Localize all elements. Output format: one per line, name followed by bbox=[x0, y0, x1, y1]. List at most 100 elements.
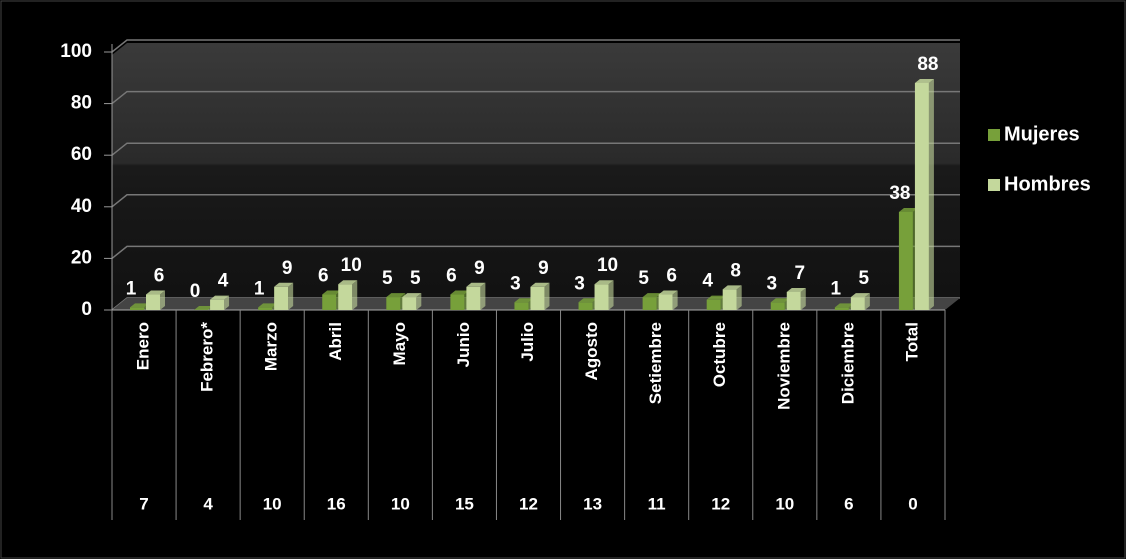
bar-top bbox=[850, 293, 870, 298]
y-tick-label: 100 bbox=[60, 41, 92, 62]
table-value: 15 bbox=[455, 494, 474, 513]
value-label: 6 bbox=[154, 266, 165, 287]
bar-top bbox=[402, 293, 422, 298]
value-label: 6 bbox=[666, 266, 677, 287]
table-value: 7 bbox=[139, 494, 148, 513]
value-label: 1 bbox=[831, 278, 842, 299]
bar bbox=[722, 289, 737, 310]
x-tick-label: Enero bbox=[134, 322, 153, 370]
bar-top bbox=[210, 295, 230, 300]
bar-side bbox=[608, 280, 614, 310]
bar bbox=[130, 307, 144, 310]
table-value: 0 bbox=[908, 494, 917, 513]
x-tick-label: Total bbox=[902, 322, 921, 361]
value-label: 9 bbox=[474, 258, 485, 279]
legend-label: Mujeres bbox=[1004, 123, 1080, 145]
back-wall bbox=[112, 43, 960, 310]
bar-side bbox=[480, 282, 486, 310]
y-tick-label: 80 bbox=[71, 93, 92, 114]
grid-line bbox=[111, 142, 960, 156]
value-label: 3 bbox=[510, 273, 521, 294]
bar-side bbox=[416, 293, 422, 310]
bar-side bbox=[672, 290, 678, 310]
value-label: 9 bbox=[282, 258, 293, 279]
bar-top bbox=[258, 303, 278, 308]
bar-top bbox=[514, 298, 534, 303]
table-value: 11 bbox=[648, 494, 666, 513]
bar-top bbox=[914, 78, 934, 83]
bar-top bbox=[642, 293, 662, 298]
value-label: 3 bbox=[766, 273, 777, 294]
bar bbox=[850, 297, 865, 310]
y-tick-label: 40 bbox=[71, 196, 92, 217]
value-label: 7 bbox=[794, 263, 805, 284]
value-label: 5 bbox=[638, 268, 649, 289]
value-label: 4 bbox=[702, 271, 713, 292]
legend-label: Hombres bbox=[1004, 173, 1091, 195]
x-tick-label: Noviembre bbox=[774, 322, 793, 410]
bar bbox=[386, 297, 401, 310]
x-tick-label: Octubre bbox=[710, 322, 729, 387]
value-label: 88 bbox=[917, 54, 938, 75]
bar bbox=[578, 302, 593, 310]
legend-swatch bbox=[988, 129, 1000, 141]
bar bbox=[146, 294, 160, 310]
bar-side bbox=[800, 287, 806, 310]
value-label: 9 bbox=[538, 258, 549, 279]
x-tick-label: Febrero* bbox=[198, 322, 217, 392]
bar-side bbox=[352, 280, 358, 310]
value-label: 6 bbox=[446, 266, 457, 287]
y-tick-label: 60 bbox=[71, 144, 92, 165]
bar-top bbox=[898, 207, 918, 212]
bar-side bbox=[288, 282, 294, 310]
x-tick-label: Marzo bbox=[262, 322, 281, 371]
bar bbox=[658, 294, 673, 310]
legend-swatch bbox=[988, 179, 1000, 191]
grid-line bbox=[111, 194, 960, 208]
table-value: 12 bbox=[711, 494, 730, 513]
bar-top bbox=[594, 280, 614, 285]
bar-top bbox=[194, 306, 214, 310]
bar-top bbox=[466, 282, 486, 287]
bar-side bbox=[864, 293, 870, 310]
value-label: 1 bbox=[126, 278, 137, 299]
bar-top bbox=[578, 298, 598, 303]
bar bbox=[322, 294, 337, 310]
x-tick-label: Agosto bbox=[582, 322, 601, 381]
bar-top bbox=[386, 293, 406, 298]
x-tick-label: Abril bbox=[326, 322, 345, 361]
bar bbox=[834, 307, 849, 310]
bar-top bbox=[834, 303, 854, 308]
bar bbox=[530, 286, 545, 310]
y-tick-label: 0 bbox=[81, 299, 92, 320]
bar-top bbox=[770, 298, 790, 303]
value-label: 10 bbox=[341, 255, 362, 276]
bar bbox=[898, 211, 913, 310]
table-value: 12 bbox=[519, 494, 538, 513]
bar-top bbox=[450, 290, 470, 295]
bar-top bbox=[338, 280, 358, 285]
value-label: 8 bbox=[730, 260, 741, 281]
x-tick-label: Junio bbox=[454, 322, 473, 367]
bar-top bbox=[130, 303, 149, 308]
bar bbox=[466, 286, 481, 310]
value-label: 4 bbox=[218, 271, 229, 292]
bar-side bbox=[544, 282, 550, 310]
x-tick-label: Diciembre bbox=[838, 322, 857, 404]
bar-top bbox=[322, 290, 342, 295]
x-tick-label: Mayo bbox=[390, 322, 409, 365]
bar-top bbox=[722, 285, 742, 290]
bar-top bbox=[274, 282, 294, 287]
bar-top bbox=[786, 287, 806, 292]
bar-top bbox=[706, 295, 726, 300]
bar bbox=[786, 291, 801, 310]
bar bbox=[450, 294, 465, 310]
bar bbox=[914, 82, 929, 311]
table-value: 16 bbox=[327, 494, 346, 513]
bar-side bbox=[224, 295, 230, 310]
bar bbox=[594, 284, 609, 310]
value-label: 10 bbox=[597, 255, 618, 276]
bar-side bbox=[736, 285, 742, 310]
grid-line bbox=[111, 90, 960, 105]
